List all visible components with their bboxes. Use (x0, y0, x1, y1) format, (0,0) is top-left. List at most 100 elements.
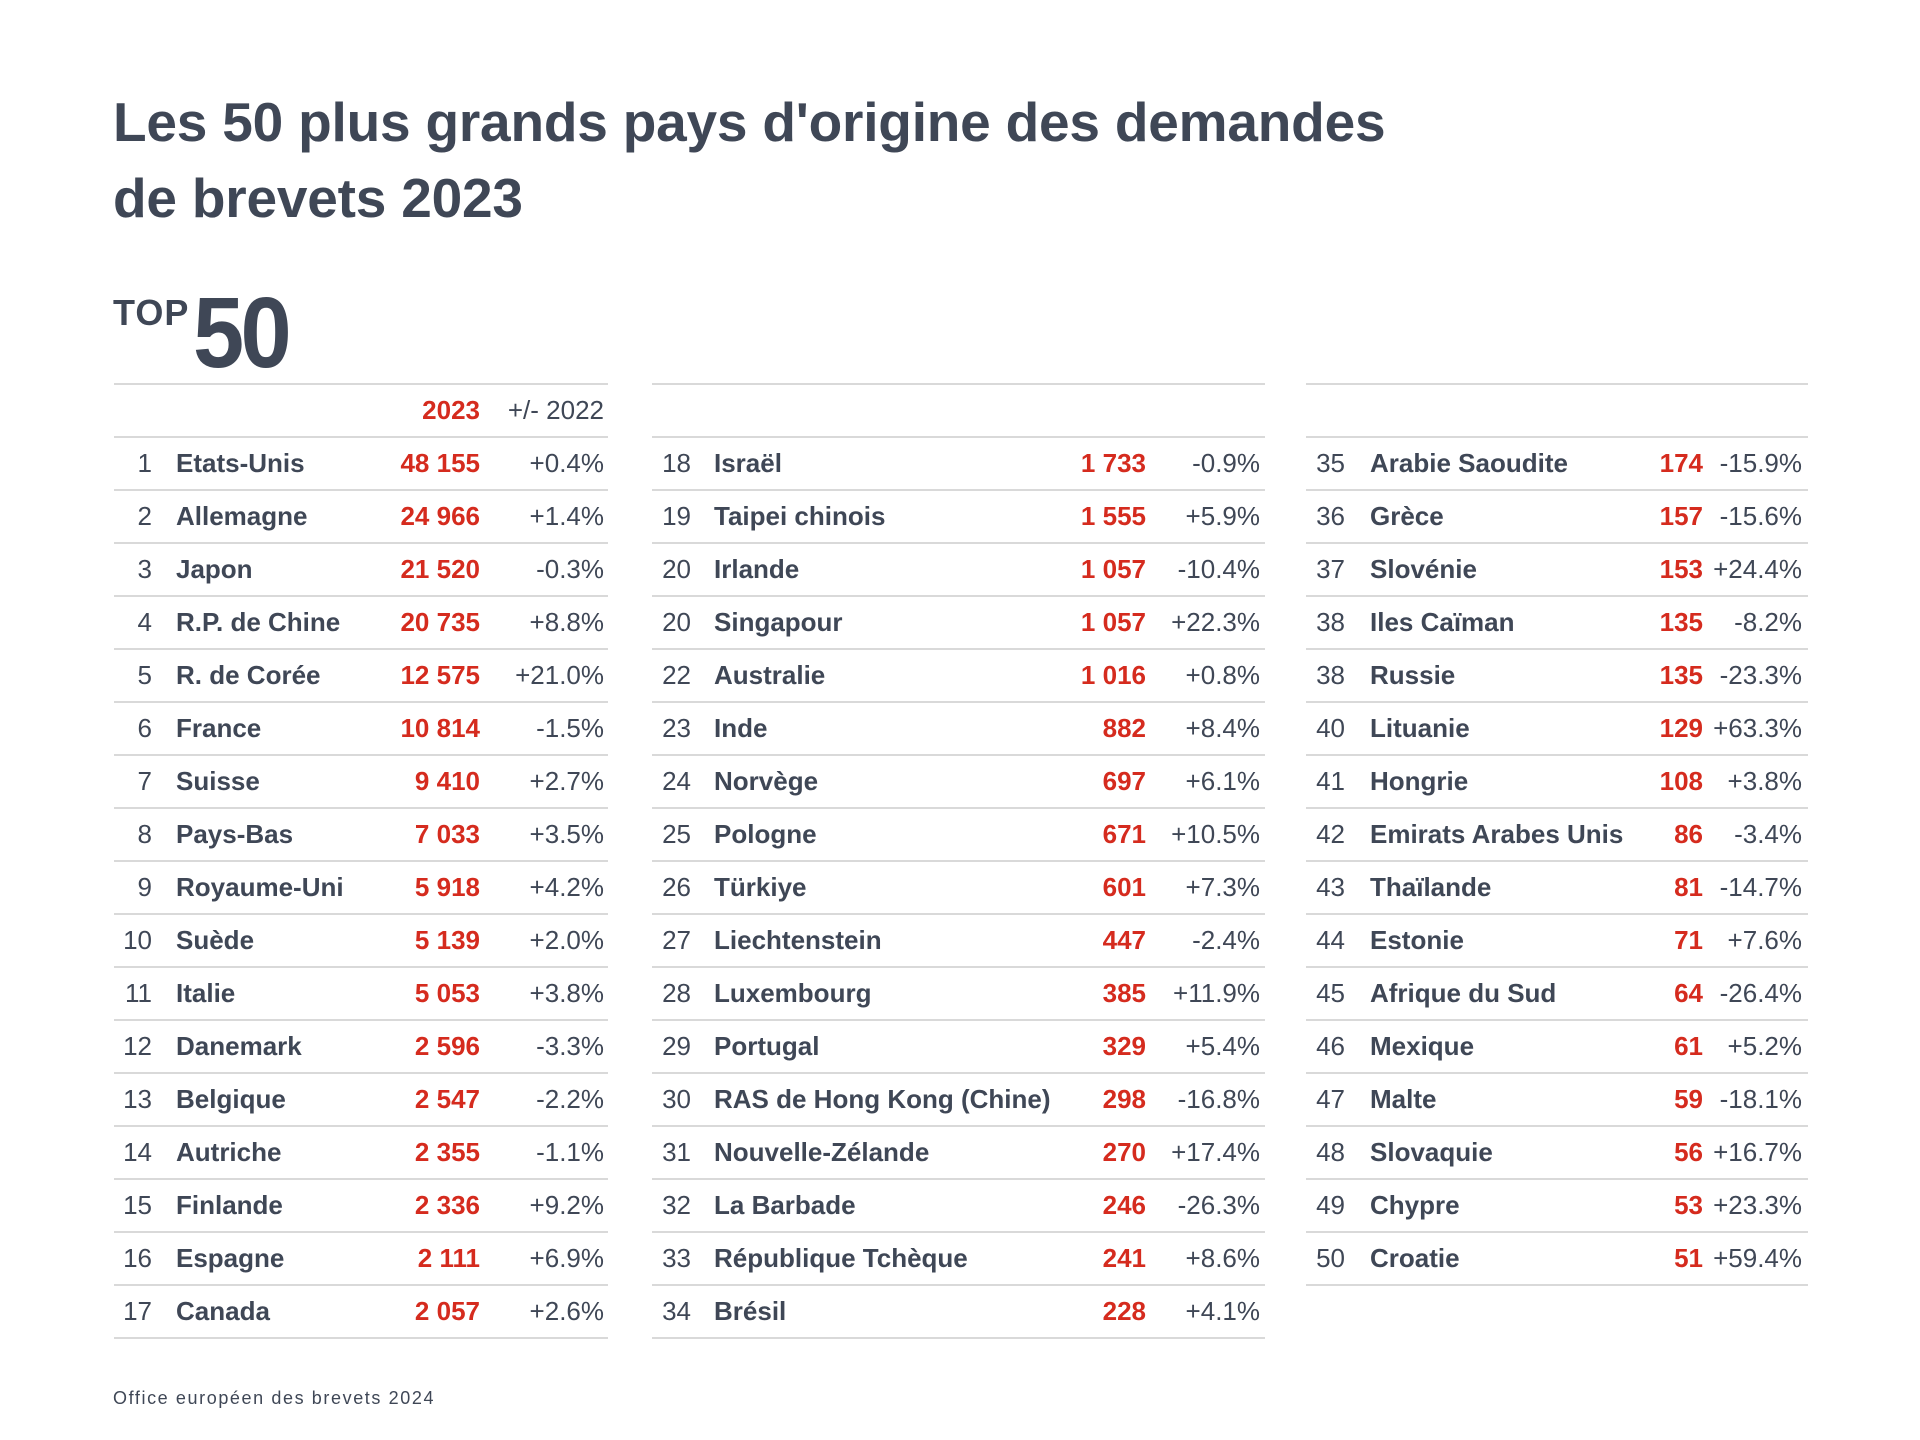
applications-count: 135 (1659, 607, 1703, 637)
rank-cell: 40 (1316, 713, 1345, 743)
change-vs-2022: +11.9% (1173, 978, 1260, 1008)
change-vs-2022: -0.9% (1192, 448, 1260, 478)
country-name: Afrique du Sud (1370, 978, 1557, 1008)
country-name: Estonie (1370, 925, 1464, 955)
country-name: Luxembourg (714, 978, 872, 1008)
rank-cell: 38 (1316, 607, 1345, 637)
change-vs-2022: +2.7% (529, 766, 604, 796)
country-name: Croatie (1370, 1243, 1460, 1273)
country-name: RAS de Hong Kong (Chine) (714, 1084, 1051, 1114)
rank-cell: 17 (123, 1296, 152, 1326)
table-row: 31 Nouvelle-Zélande 270 +17.4% (652, 1127, 1265, 1180)
rank-cell: 20 (662, 607, 691, 637)
table-header-row: 2023 +/- 2022 (114, 385, 608, 438)
rank-cell: 20 (662, 554, 691, 584)
table-row: 41 Hongrie 108 +3.8% (1306, 756, 1808, 809)
applications-count: 153 (1659, 554, 1703, 584)
change-vs-2022: +1.4% (529, 501, 604, 531)
country-name: Russie (1370, 660, 1456, 690)
applications-count: 81 (1674, 872, 1703, 902)
change-vs-2022: -15.6% (1719, 501, 1802, 531)
applications-count: 9 410 (414, 766, 480, 796)
country-name: France (176, 713, 262, 743)
rank-cell: 35 (1316, 448, 1345, 478)
change-vs-2022: +7.3% (1185, 872, 1260, 902)
country-name: Portugal (714, 1031, 820, 1061)
table-row: 24 Norvège 697 +6.1% (652, 756, 1265, 809)
rank-cell: 25 (662, 819, 691, 849)
table-row: 13 Belgique 2 547 -2.2% (114, 1074, 608, 1127)
rank-cell: 36 (1316, 501, 1345, 531)
country-name: Pays-Bas (176, 819, 294, 849)
change-vs-2022: -18.1% (1719, 1084, 1802, 1114)
country-name: Malte (1370, 1084, 1437, 1114)
country-name: R.P. de Chine (176, 607, 341, 637)
table-row: 17 Canada 2 057 +2.6% (114, 1286, 608, 1339)
table-row: 27 Liechtenstein 447 -2.4% (652, 915, 1265, 968)
applications-count: 61 (1674, 1031, 1703, 1061)
country-name: Suède (176, 925, 255, 955)
applications-count: 21 520 (400, 554, 480, 584)
change-vs-2022: +21.0% (515, 660, 604, 690)
table-row: 29 Portugal 329 +5.4% (652, 1021, 1265, 1074)
title-line-1: Les 50 plus grands pays d'origine des de… (113, 91, 1386, 153)
table-header-row-empty (652, 385, 1265, 438)
table-row: 20 Irlande 1 057 -10.4% (652, 544, 1265, 597)
applications-count: 5 053 (414, 978, 480, 1008)
change-vs-2022: -8.2% (1734, 607, 1802, 637)
table-row: 19 Taipei chinois 1 555 +5.9% (652, 491, 1265, 544)
change-vs-2022: -0.3% (536, 554, 604, 584)
applications-count: 2 547 (414, 1084, 480, 1114)
table-row: 1 Etats-Unis 48 155 +0.4% (114, 438, 608, 491)
table-row: 46 Mexique 61 +5.2% (1306, 1021, 1808, 1074)
applications-count: 24 966 (400, 501, 480, 531)
country-name: Danemark (176, 1031, 302, 1061)
country-name: Espagne (176, 1243, 285, 1273)
applications-count: 298 (1102, 1084, 1146, 1114)
change-vs-2022: +4.1% (1185, 1296, 1260, 1326)
country-name: Grèce (1370, 501, 1444, 531)
change-vs-2022: +24.4% (1713, 554, 1802, 584)
applications-count: 1 733 (1080, 448, 1146, 478)
country-name: Etats-Unis (176, 448, 305, 478)
table-row: 11 Italie 5 053 +3.8% (114, 968, 608, 1021)
country-name: La Barbade (714, 1190, 856, 1220)
country-name: Autriche (176, 1137, 282, 1167)
change-vs-2022: +8.4% (1185, 713, 1260, 743)
country-name: Suisse (176, 766, 260, 796)
country-name: Thaïlande (1370, 872, 1492, 902)
country-name: Mexique (1370, 1031, 1475, 1061)
table-row: 14 Autriche 2 355 -1.1% (114, 1127, 608, 1180)
rank-cell: 2 (137, 501, 152, 531)
change-vs-2022: +8.8% (529, 607, 604, 637)
rank-cell: 31 (662, 1137, 691, 1167)
table-row: 38 Iles Caïman 135 -8.2% (1306, 597, 1808, 650)
change-vs-2022: +4.2% (529, 872, 604, 902)
table-row: 38 Russie 135 -23.3% (1306, 650, 1808, 703)
change-vs-2022: -15.9% (1719, 448, 1802, 478)
rank-cell: 30 (662, 1084, 691, 1114)
country-name: Belgique (176, 1084, 286, 1114)
table-body: 35 Arabie Saoudite 174 -15.9% 36 Grèce 157 -15.… (1306, 438, 1808, 1286)
applications-count: 241 (1102, 1243, 1146, 1273)
title-line-2: de brevets 2023 (113, 167, 523, 229)
rank-cell: 13 (123, 1084, 152, 1114)
applications-count: 2 336 (414, 1190, 480, 1220)
applications-count: 53 (1674, 1190, 1703, 1220)
applications-count: 12 575 (400, 660, 480, 690)
country-name: Japon (176, 554, 253, 584)
table-row: 5 R. de Corée 12 575 +21.0% (114, 650, 608, 703)
table-row: 32 La Barbade 246 -26.3% (652, 1180, 1265, 1233)
country-name: Hongrie (1370, 766, 1469, 796)
table-row: 50 Croatie 51 +59.4% (1306, 1233, 1808, 1286)
change-vs-2022: -3.4% (1734, 819, 1802, 849)
rank-cell: 46 (1316, 1031, 1345, 1061)
rank-cell: 19 (662, 501, 691, 531)
applications-count: 2 111 (417, 1243, 480, 1273)
change-vs-2022: +5.2% (1727, 1031, 1802, 1061)
table-row: 18 Israël 1 733 -0.9% (652, 438, 1265, 491)
country-name: Brésil (714, 1296, 787, 1326)
applications-count: 129 (1659, 713, 1703, 743)
table-row: 44 Estonie 71 +7.6% (1306, 915, 1808, 968)
country-name: Israël (714, 448, 782, 478)
